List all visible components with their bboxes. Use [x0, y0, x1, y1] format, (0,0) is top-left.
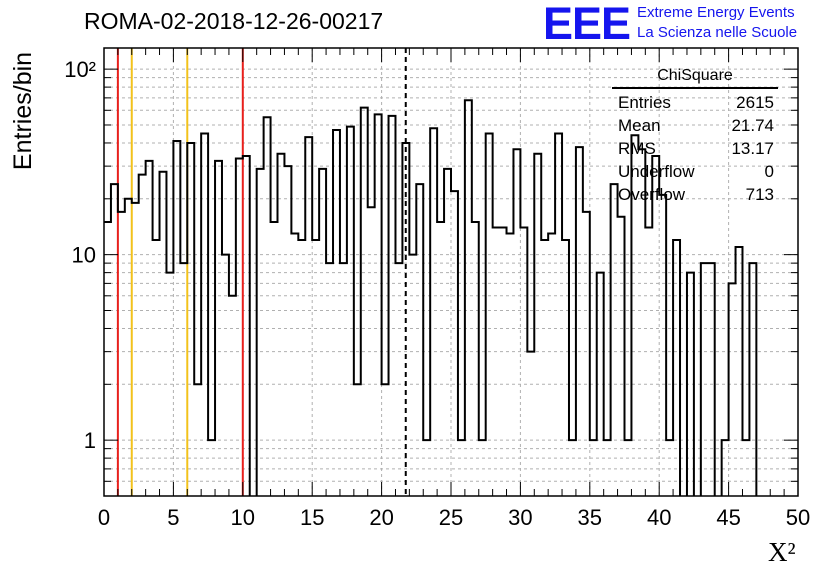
x-tick-label: 20 [369, 505, 393, 530]
stat-label: Underflow [618, 162, 695, 181]
x-tick-label: 25 [439, 505, 463, 530]
x-tick-label: 15 [300, 505, 324, 530]
y-tick-label: 10² [64, 57, 96, 82]
stat-value: 2615 [736, 93, 774, 112]
x-tick-label: 10 [231, 505, 255, 530]
x-tick-label: 30 [508, 505, 532, 530]
x-tick-label: 0 [98, 505, 110, 530]
y-tick-label: 10 [72, 243, 96, 268]
stat-label: Entries [618, 93, 671, 112]
plot-title: ROMA-02-2018-12-26-00217 [84, 8, 384, 34]
stat-value: 21.74 [731, 116, 774, 135]
x-tick-label: 35 [578, 505, 602, 530]
x-axis-label: X² [768, 537, 796, 567]
x-tick-label: 40 [647, 505, 671, 530]
x-tick-label: 45 [716, 505, 740, 530]
stat-label: RMS [618, 139, 656, 158]
stat-value: 13.17 [731, 139, 774, 158]
eee-logo: EEE [543, 0, 631, 49]
stat-label: Mean [618, 116, 661, 135]
y-tick-label: 1 [84, 428, 96, 453]
histogram-series [104, 99, 758, 496]
stats-title: ChiSquare [612, 67, 778, 89]
stat-value: 713 [745, 185, 774, 204]
stat-label: Overflow [618, 185, 686, 204]
brand-line-2: La Scienza nelle Scuole [637, 24, 798, 41]
stats-box: ChiSquare Entries 2615 Mean 21.74 RMS 13… [612, 67, 778, 207]
stat-value: 0 [764, 162, 774, 181]
x-tick-label: 50 [786, 505, 810, 530]
y-axis-label: Entries/bin [9, 51, 37, 171]
brand-line-1: Extreme Energy Events [637, 4, 795, 21]
x-tick-label: 5 [167, 505, 179, 530]
